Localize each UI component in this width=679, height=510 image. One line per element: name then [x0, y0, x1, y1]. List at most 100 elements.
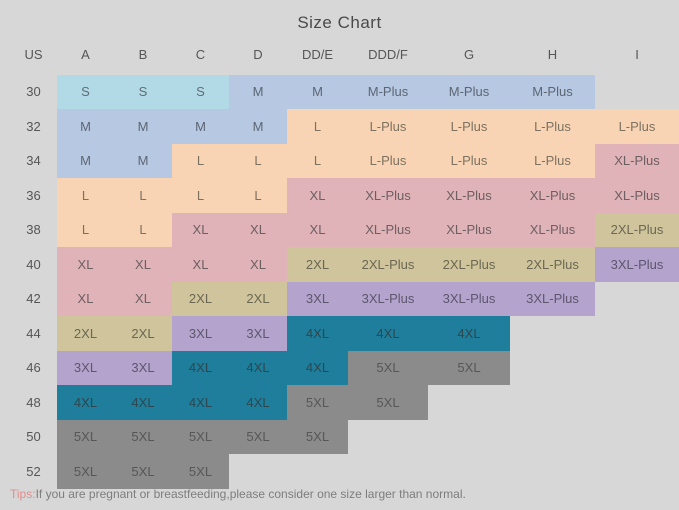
size-cell: XL	[114, 281, 172, 316]
size-cell: M-Plus	[348, 74, 428, 109]
tip-text: If you are pregnant or breastfeeding,ple…	[35, 487, 466, 501]
size-cell: XL	[229, 212, 287, 247]
empty-cell	[348, 420, 428, 455]
size-cell: 4XL	[172, 385, 229, 420]
size-cell: 5XL	[172, 419, 229, 454]
size-cell: L	[114, 212, 172, 247]
size-cell: XL	[229, 247, 287, 282]
empty-cell	[287, 454, 348, 489]
size-cell: XL	[172, 212, 229, 247]
size-cell: 5XL	[229, 419, 287, 454]
size-cell: 3XL-Plus	[348, 281, 428, 316]
size-cell: M	[114, 109, 172, 144]
row-label-us-40: 40	[26, 256, 41, 272]
size-cell: 2XL	[114, 316, 172, 351]
empty-cell	[510, 420, 595, 455]
size-cell: L	[57, 212, 114, 247]
empty-cell	[510, 454, 595, 489]
size-cell: 4XL	[114, 385, 172, 420]
size-cell: 3XL-Plus	[510, 281, 595, 316]
size-cell: 4XL	[57, 385, 114, 420]
size-cell: 5XL	[348, 385, 428, 420]
size-cell: 2XL-Plus	[428, 247, 510, 282]
size-cell: 2XL-Plus	[595, 212, 679, 247]
row-label-us-32: 32	[26, 118, 41, 134]
size-cell: 3XL	[172, 316, 229, 351]
size-cell: 4XL	[348, 316, 428, 351]
size-cell: L-Plus	[348, 109, 428, 144]
empty-cell	[595, 420, 679, 455]
size-cell: XL-Plus	[510, 212, 595, 247]
size-cell: 3XL	[229, 316, 287, 351]
size-cell: 2XL	[57, 316, 114, 351]
empty-cell	[595, 454, 679, 489]
size-cell: L	[114, 178, 172, 213]
tip-note: Tips:If you are pregnant or breastfeedin…	[10, 487, 466, 501]
size-cell: L	[172, 178, 229, 213]
size-cell: 2XL	[287, 247, 348, 282]
size-cell: 4XL	[172, 350, 229, 385]
size-cell: 2XL	[172, 281, 229, 316]
size-cell: M	[57, 109, 114, 144]
empty-cell	[428, 454, 510, 489]
row-label-us-44: 44	[26, 325, 41, 341]
size-cell: 3XL-Plus	[595, 247, 679, 282]
column-header-c: C	[195, 46, 206, 62]
size-cell: XL-Plus	[428, 178, 510, 213]
empty-cell	[510, 316, 595, 351]
size-cell: M	[229, 109, 287, 144]
size-cell: 5XL	[114, 419, 172, 454]
size-cell: 3XL	[57, 350, 114, 385]
size-cell: XL	[114, 247, 172, 282]
size-cell: L	[287, 109, 348, 144]
row-label-us-48: 48	[26, 394, 41, 410]
size-cell: L-Plus	[428, 143, 510, 178]
size-cell: XL	[57, 281, 114, 316]
size-cell: L	[229, 143, 287, 178]
size-cell: M	[172, 109, 229, 144]
size-cell: L	[287, 143, 348, 178]
size-cell: 2XL-Plus	[348, 247, 428, 282]
size-cell: 2XL-Plus	[510, 247, 595, 282]
column-header-a: A	[81, 46, 90, 62]
size-cell: XL-Plus	[595, 143, 679, 178]
size-cell: L	[229, 178, 287, 213]
size-cell: S	[172, 74, 229, 109]
column-header-ddd-f: DDD/F	[368, 46, 408, 62]
column-header-g: G	[463, 46, 475, 62]
column-header-d: D	[253, 46, 263, 62]
size-cell: L	[172, 143, 229, 178]
size-cell: 5XL	[57, 419, 114, 454]
size-cell: XL	[287, 178, 348, 213]
tip-prefix: Tips:	[10, 487, 36, 501]
size-cell: L-Plus	[428, 109, 510, 144]
size-cell: 5XL	[57, 454, 114, 489]
empty-cell	[595, 316, 679, 351]
size-cell: XL-Plus	[348, 212, 428, 247]
size-cell: XL-Plus	[510, 178, 595, 213]
size-chart-table: US A B C D DD/E DDD/F G H I 30 S S S M M M-Plus M-Plus M-P…	[10, 40, 679, 489]
size-cell: 3XL	[287, 281, 348, 316]
row-label-us-30: 30	[26, 84, 41, 100]
row-label-us-38: 38	[26, 222, 41, 238]
empty-cell	[428, 385, 510, 420]
row-label-us-46: 46	[26, 360, 41, 376]
column-header-dd-e: DD/E	[301, 46, 334, 62]
empty-cell	[348, 454, 428, 489]
size-cell: 5XL	[287, 419, 348, 454]
size-cell: 4XL	[428, 316, 510, 351]
empty-cell	[595, 385, 679, 420]
empty-cell	[510, 351, 595, 386]
size-cell: XL-Plus	[595, 178, 679, 213]
empty-cell	[510, 385, 595, 420]
size-cell: XL	[57, 247, 114, 282]
size-cell: L-Plus	[510, 109, 595, 144]
size-cell: M	[229, 74, 287, 109]
empty-cell	[229, 454, 287, 489]
size-cell: M	[114, 143, 172, 178]
size-cell: 5XL	[114, 454, 172, 489]
column-header-b: B	[138, 46, 148, 62]
size-cell: L-Plus	[595, 109, 679, 144]
empty-cell	[595, 282, 679, 317]
